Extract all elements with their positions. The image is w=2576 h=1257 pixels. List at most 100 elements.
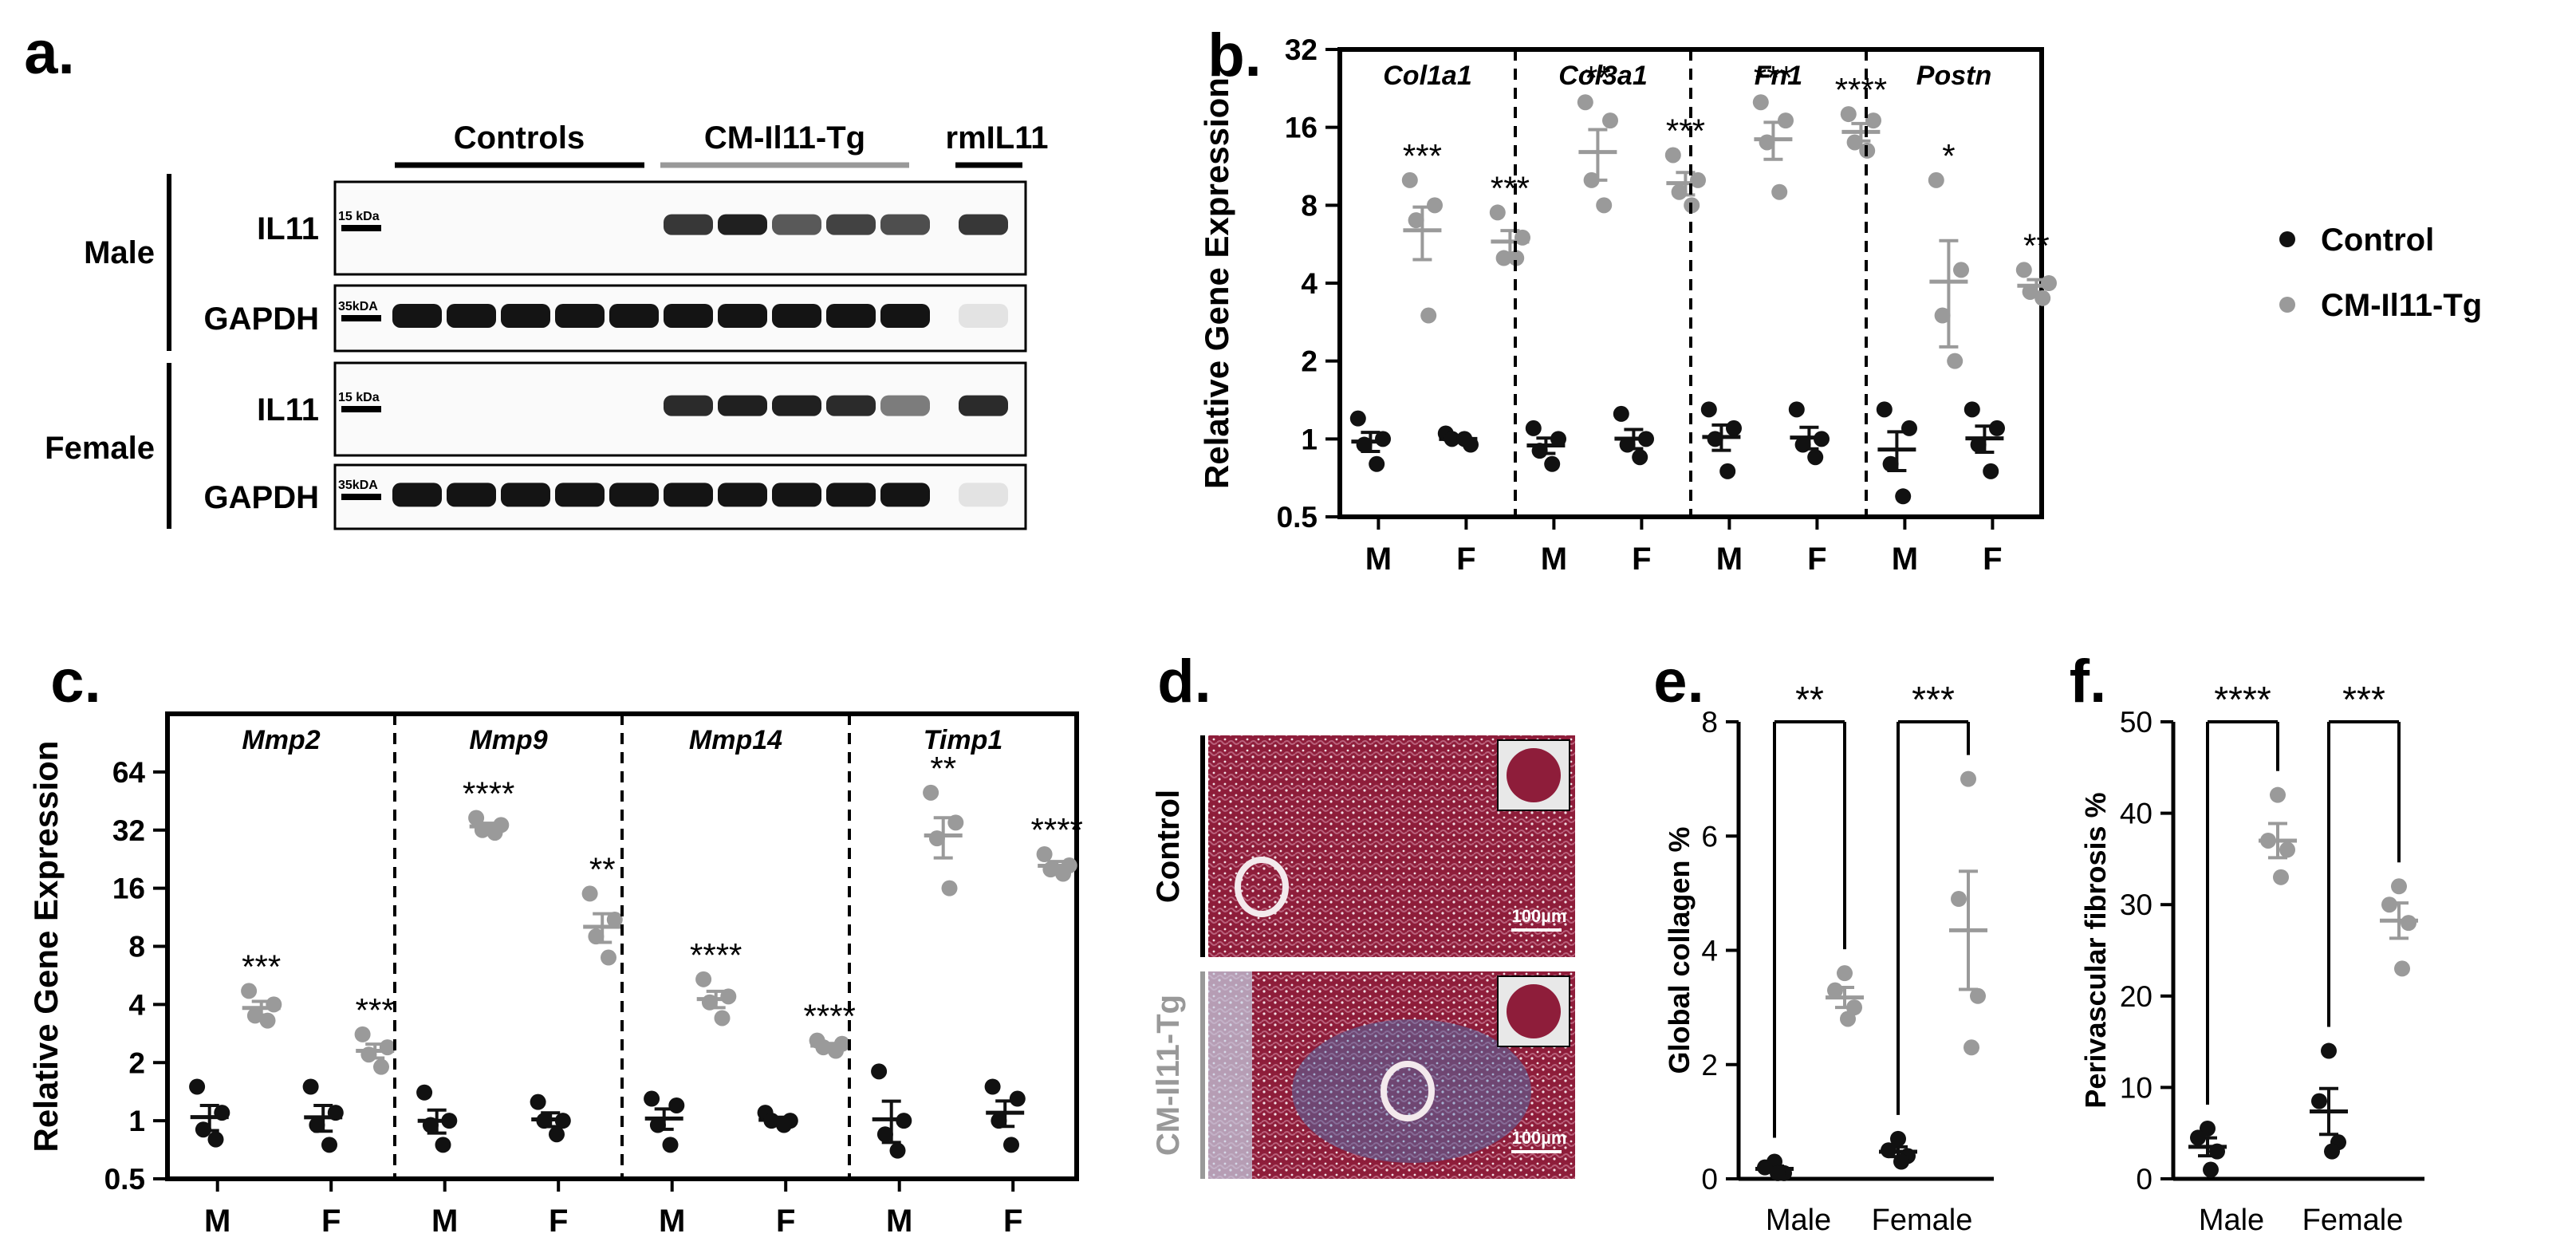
point-b-1-F-tg-2 (1671, 183, 1688, 200)
legend-marker-0 (2279, 231, 2295, 247)
point-c-1-M-ctrl-1 (441, 1113, 458, 1129)
point-b-0-F-tg-3 (1508, 250, 1525, 266)
point-c-1-F-ctrl-2 (536, 1113, 553, 1129)
blot-band-2-8 (826, 395, 876, 416)
point-f-Male-ctrl-3 (2203, 1161, 2219, 1178)
point-b-1-F-tg-1 (1690, 171, 1706, 188)
point-c-1-M-ctrl-3 (435, 1137, 451, 1153)
ytick-label-e-1: 2 (1701, 1049, 1718, 1082)
point-b-0-M-tg-0 (1401, 171, 1418, 188)
sig-stars-b-0-M: *** (1403, 137, 1442, 175)
blot-marker-1: 35kDA (338, 300, 378, 313)
point-b-1-M-ctrl-2 (1531, 443, 1548, 459)
point-b-0-M-ctrl-2 (1356, 436, 1373, 453)
point-b-2-M-ctrl-3 (1719, 463, 1736, 479)
group-label-1: CM-Il11-Tg (704, 120, 865, 156)
sig-stars-b-3-F: ** (2023, 227, 2050, 264)
point-b-2-M-tg-2 (1759, 134, 1775, 151)
point-b-3-M-ctrl-1 (1901, 420, 1917, 436)
point-c-3-M-ctrl-0 (871, 1063, 888, 1080)
sex-label-male: Male (84, 235, 155, 270)
point-b-1-F-ctrl-0 (1613, 405, 1629, 422)
point-f-Female-tg-1 (2381, 896, 2397, 913)
point-e-Male-ctrl-1 (1757, 1159, 1773, 1176)
point-c-0-F-tg-0 (354, 1026, 371, 1042)
vessel-0 (1235, 857, 1289, 917)
blot-band-0-8 (826, 214, 876, 235)
point-c-0-M-tg-3 (259, 1012, 276, 1029)
point-c-3-F-tg-3 (1055, 865, 1071, 882)
vessel-1 (1381, 1061, 1435, 1121)
xcat-label-f-1: Female (2302, 1204, 2404, 1237)
point-c-3-F-ctrl-2 (991, 1113, 1007, 1129)
point-b-3-F-ctrl-3 (1983, 463, 1999, 479)
point-c-1-M-ctrl-2 (422, 1117, 439, 1133)
point-c-1-F-tg-1 (606, 912, 623, 928)
point-c-1-M-tg-0 (468, 810, 485, 826)
point-c-2-M-tg-2 (701, 994, 718, 1011)
point-b-2-M-ctrl-0 (1700, 401, 1717, 418)
blot-band-2-10 (959, 395, 1008, 416)
ytick-label-b-4: 8 (1301, 189, 1318, 222)
point-b-0-F-ctrl-3 (1456, 431, 1473, 447)
point-e-Male-tg-1 (1827, 982, 1843, 999)
blot-band-1-6 (718, 303, 767, 328)
point-f-Female-ctrl-0 (2321, 1042, 2337, 1059)
point-b-3-F-tg-3 (2034, 290, 2051, 306)
point-b-0-F-ctrl-2 (1444, 431, 1460, 447)
point-c-2-M-tg-0 (695, 971, 712, 987)
xtick-label-c-0-1: F (321, 1204, 341, 1239)
ytick-label-c-7: 64 (112, 756, 146, 789)
xtick-label-b-0-0: M (1365, 542, 1392, 577)
point-c-2-F-ctrl-2 (763, 1113, 780, 1129)
blot-band-3-10 (959, 483, 1008, 507)
xtick-label-b-0-1: F (1456, 542, 1475, 577)
blot-band-3-0 (392, 483, 442, 507)
blot-band-3-1 (447, 483, 496, 507)
point-c-0-M-ctrl-3 (207, 1131, 224, 1148)
blot-band-2-7 (772, 395, 821, 416)
group-label-0: Controls (454, 120, 585, 156)
point-f-Male-tg-1 (2260, 832, 2276, 849)
xtick-label-b-2-1: F (1807, 542, 1826, 577)
sex-label-female: Female (45, 431, 155, 466)
blot-band-3-5 (664, 483, 713, 507)
panel-letter-c: c. (50, 648, 100, 715)
point-e-Female-ctrl-3 (1893, 1153, 1909, 1170)
row-label-0: Control (1151, 790, 1186, 903)
xtick-label-b-1-1: F (1632, 542, 1651, 577)
point-b-1-M-tg-2 (1583, 171, 1600, 188)
point-c-0-M-tg-0 (241, 983, 258, 999)
point-c-2-M-ctrl-3 (662, 1137, 679, 1153)
point-c-3-F-ctrl-1 (1009, 1090, 1026, 1107)
point-b-1-M-tg-3 (1596, 197, 1613, 214)
blot-band-1-5 (664, 303, 713, 328)
panel-letter-b: b. (1207, 22, 1262, 89)
panel-letter-f: f. (2070, 648, 2106, 715)
gene-label-b-3: Postn (1916, 61, 1991, 91)
point-c-1-F-tg-2 (588, 928, 605, 945)
point-b-1-M-tg-1 (1602, 112, 1618, 129)
blot-band-3-3 (555, 483, 605, 507)
blot-band-1-7 (772, 303, 821, 328)
blot-band-1-4 (609, 303, 659, 328)
point-c-0-F-tg-3 (373, 1058, 389, 1075)
point-b-1-F-ctrl-3 (1632, 449, 1648, 466)
point-c-0-F-ctrl-1 (327, 1105, 344, 1121)
point-b-3-F-ctrl-0 (1964, 401, 1980, 418)
point-e-Male-ctrl-3 (1770, 1164, 1786, 1181)
point-c-2-F-tg-3 (828, 1042, 844, 1059)
ytick-label-c-6: 32 (112, 814, 145, 847)
xtick-label-b-3-1: F (1983, 542, 2002, 577)
point-b-2-F-tg-1 (1865, 112, 1881, 129)
point-c-2-M-ctrl-1 (668, 1097, 685, 1113)
point-b-3-M-tg-0 (1928, 171, 1944, 188)
sig-stars-c-0-M: *** (242, 948, 281, 985)
point-e-Male-tg-3 (1840, 1011, 1856, 1027)
point-c-3-F-ctrl-0 (984, 1078, 1001, 1095)
ylabel-b: Relative Gene Expression (1198, 77, 1235, 489)
point-c-2-M-ctrl-0 (644, 1090, 660, 1107)
marker-ladder-1 (341, 315, 381, 321)
ytick-label-f-4: 40 (2120, 798, 2153, 830)
legend-label-0: Control (2321, 223, 2434, 258)
